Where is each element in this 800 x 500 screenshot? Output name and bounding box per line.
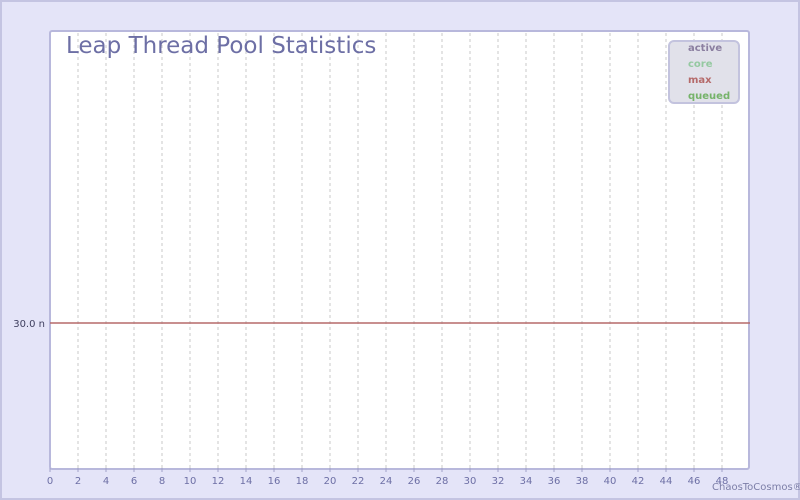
axis-ticks: 0 2 4 6 8 10 12 14 16 18 20 22 24 26 28 30 32 34 36 38 40 42 4… xyxy=(13,319,728,487)
x-tick-label-20: 20 xyxy=(324,476,337,487)
x-tick-label-24: 24 xyxy=(380,476,393,487)
x-tick-label-30: 30 xyxy=(464,476,477,487)
x-tick-label-12: 12 xyxy=(212,476,225,487)
x-tick-label-6: 6 xyxy=(131,476,137,487)
x-tick-label-26: 26 xyxy=(408,476,421,487)
legend-item-queued: queued xyxy=(688,91,731,102)
x-tick-label-38: 38 xyxy=(576,476,589,487)
x-tick-label-10: 10 xyxy=(184,476,197,487)
x-tick-label-2: 2 xyxy=(75,476,81,487)
x-tick-label-0: 0 xyxy=(47,476,53,487)
plot-area xyxy=(49,30,750,470)
legend-item-max: max xyxy=(688,75,712,86)
chart-title: Leap Thread Pool Statistics xyxy=(66,33,377,59)
x-tick-label-14: 14 xyxy=(240,476,253,487)
x-tick-label-32: 32 xyxy=(492,476,505,487)
x-tick-label-36: 36 xyxy=(548,476,561,487)
x-tick-label-48: 48 xyxy=(716,476,729,487)
x-tick-label-46: 46 xyxy=(688,476,701,487)
y-tick-label: 30.0 n xyxy=(13,319,45,330)
x-tick-label-16: 16 xyxy=(268,476,281,487)
x-tick-label-40: 40 xyxy=(604,476,617,487)
footer-credit: ChaosToCosmos® xyxy=(712,482,800,493)
x-tick-label-4: 4 xyxy=(103,476,109,487)
x-tick-label-28: 28 xyxy=(436,476,449,487)
x-tick-label-34: 34 xyxy=(520,476,533,487)
x-tick-label-8: 8 xyxy=(159,476,165,487)
legend-item-core: core xyxy=(688,59,713,70)
x-tick-label-18: 18 xyxy=(296,476,309,487)
legend-item-active: active xyxy=(688,43,723,54)
x-tick-label-22: 22 xyxy=(352,476,365,487)
x-tick-label-44: 44 xyxy=(660,476,673,487)
legend: active core max queued xyxy=(668,40,740,104)
x-tick-label-42: 42 xyxy=(632,476,645,487)
grid-lines xyxy=(77,33,723,468)
